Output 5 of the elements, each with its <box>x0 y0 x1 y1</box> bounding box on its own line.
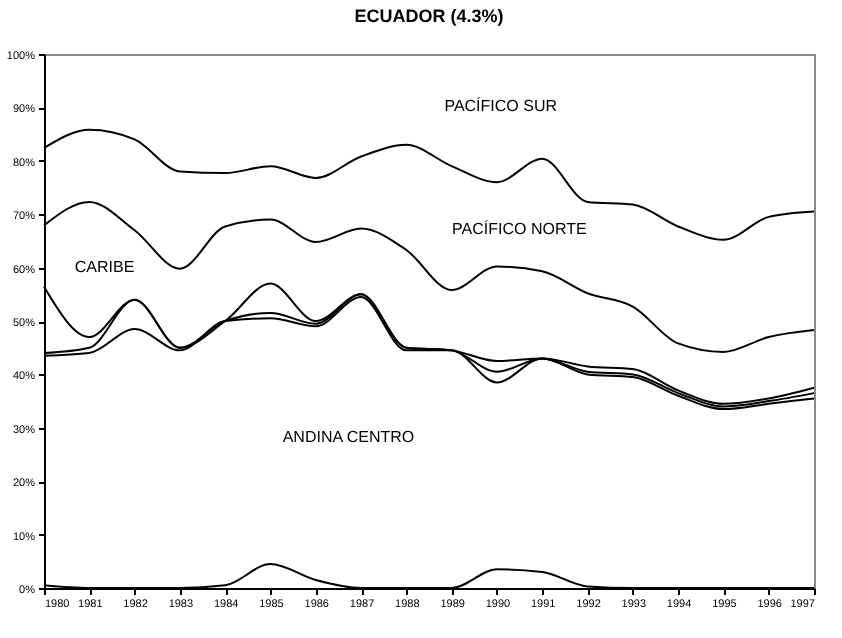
annotation: PACÍFICO NORTE <box>452 220 587 239</box>
annotation: PACÍFICO SUR <box>444 97 558 116</box>
chart-title: ECUADOR (4.3%) <box>354 6 504 26</box>
annotation: CARIBE <box>74 257 135 276</box>
annotation: ANDINA CENTRO <box>282 428 415 447</box>
